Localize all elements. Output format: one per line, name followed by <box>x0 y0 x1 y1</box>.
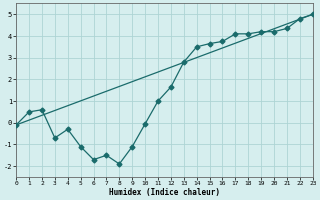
X-axis label: Humidex (Indice chaleur): Humidex (Indice chaleur) <box>109 188 220 197</box>
